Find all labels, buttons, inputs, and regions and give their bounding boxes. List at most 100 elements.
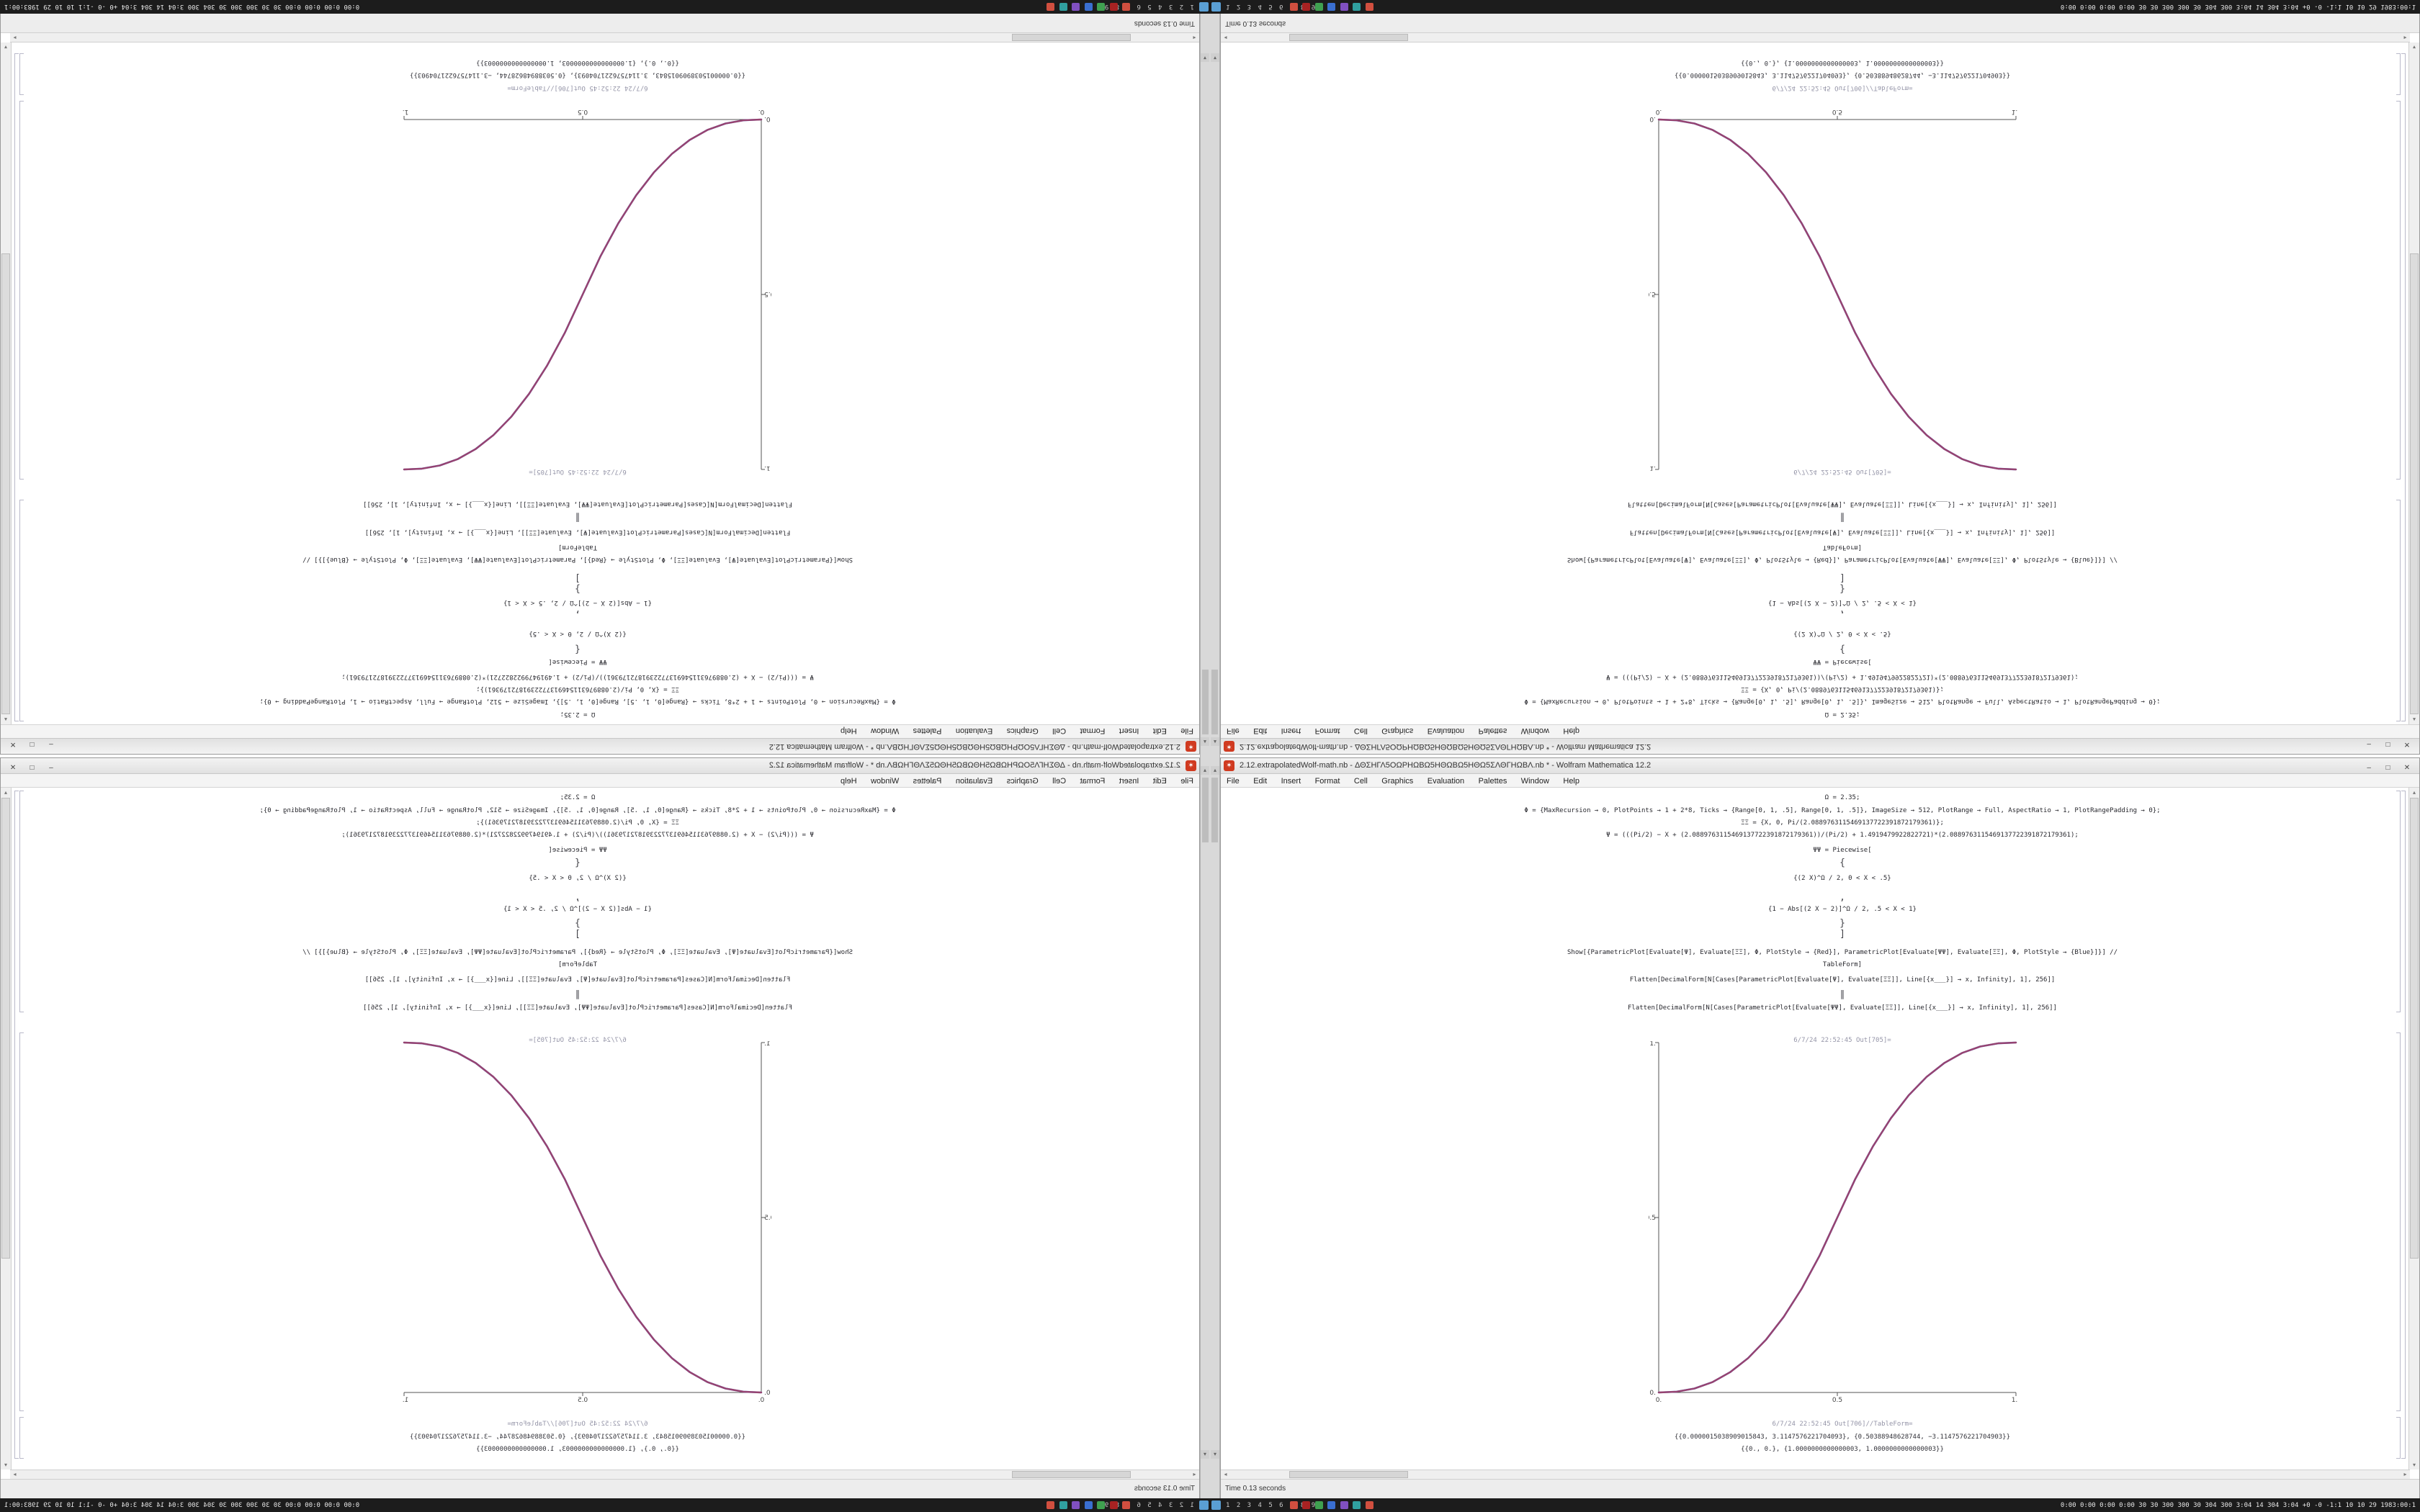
menu-file[interactable]: File	[1180, 726, 1193, 735]
scroll-up-icon[interactable]: ▴	[4, 716, 8, 723]
cell-bracket-out705[interactable]	[19, 1032, 24, 1411]
window-titlebar[interactable]: ✶ 2.12.extrapolatedWolf-math.nb - ΔΘΣΗΓΛ…	[1221, 758, 2419, 774]
menu-cell[interactable]: Cell	[1353, 777, 1368, 786]
menu-evaluation[interactable]: Evaluation	[955, 726, 993, 735]
menu-cell[interactable]: Cell	[1052, 777, 1067, 786]
tray-icon-6[interactable]	[1353, 1501, 1361, 1509]
close-button[interactable]: ✕	[9, 740, 17, 748]
maximize-button[interactable]: □	[30, 764, 35, 772]
horizontal-scrollbar[interactable]: ◂ ▸	[10, 33, 1199, 42]
cell-bracket-out706[interactable]	[19, 53, 24, 95]
menu-palettes[interactable]: Palettes	[913, 777, 942, 786]
cell-bracket-out706[interactable]	[19, 1417, 24, 1459]
menu-window[interactable]: Window	[871, 726, 900, 735]
vertical-scrollbar[interactable]: ▴ ▾	[1, 788, 12, 1470]
tray-icon-1[interactable]	[1122, 3, 1130, 11]
scroll-up-icon[interactable]: ▴	[2412, 716, 2416, 723]
menu-window[interactable]: Window	[1520, 726, 1549, 735]
menu-graphics[interactable]: Graphics	[1381, 726, 1414, 735]
menu-edit[interactable]: Edit	[1152, 777, 1167, 786]
horizontal-scrollbar[interactable]: ◂ ▸	[10, 1470, 1199, 1479]
scroll-down-icon[interactable]: ▾	[2412, 1462, 2416, 1468]
menu-graphics[interactable]: Graphics	[1006, 777, 1039, 786]
workspace-tags[interactable]: 1 2 3 4 5 6 7 8 9	[1226, 1502, 1317, 1509]
cell-bracket-out705[interactable]	[2396, 1032, 2401, 1411]
cell-group-bracket[interactable]	[2401, 53, 2406, 721]
menu-file[interactable]: File	[1227, 726, 1240, 735]
tray-icon-3[interactable]	[1097, 1501, 1106, 1509]
menu-window[interactable]: Window	[1520, 777, 1549, 786]
vertical-scrollbar-thumb[interactable]	[2410, 253, 2419, 714]
start-icon[interactable]	[1199, 2, 1209, 12]
menu-format[interactable]: Format	[1314, 726, 1340, 735]
scroll-down-icon[interactable]: ▾	[4, 1462, 8, 1468]
minimize-button[interactable]: –	[49, 764, 53, 772]
tray-icon-6[interactable]	[1059, 3, 1067, 11]
tray-icon-4[interactable]	[1084, 1501, 1093, 1509]
window-titlebar[interactable]: ✶ 2.12.extrapolatedWolf-math.nb - ΔΘΣΗΓΛ…	[1, 758, 1199, 774]
menu-graphics[interactable]: Graphics	[1006, 726, 1039, 735]
tray-icon-2[interactable]	[1109, 3, 1118, 11]
close-button[interactable]: ✕	[2403, 740, 2411, 748]
scroll-right-icon[interactable]: ▸	[13, 1471, 17, 1477]
notebook-area[interactable]: Ω = 2.35; Φ = {MaxRecursion → 0, PlotPoi…	[11, 788, 1199, 1470]
background-window-scrollbar[interactable]: ▴ ▾	[1210, 14, 1220, 756]
menu-evaluation[interactable]: Evaluation	[955, 777, 993, 786]
scroll-down-icon[interactable]: ▾	[1211, 1450, 1219, 1459]
scroll-left-icon[interactable]: ◂	[1224, 1471, 1227, 1477]
menu-edit[interactable]: Edit	[1152, 726, 1167, 735]
menu-insert[interactable]: Insert	[1281, 726, 1301, 735]
scroll-right-icon[interactable]: ▸	[2403, 35, 2407, 41]
scroll-down-icon[interactable]: ▾	[2412, 44, 2416, 50]
scroll-down-icon[interactable]: ▾	[4, 44, 8, 50]
cell-bracket-out706[interactable]	[2396, 53, 2401, 95]
scroll-up-icon[interactable]: ▴	[1201, 766, 1209, 775]
menu-insert[interactable]: Insert	[1281, 777, 1301, 786]
tray-icon-1[interactable]	[1122, 1501, 1130, 1509]
menu-help[interactable]: Help	[1563, 726, 1579, 735]
tray-icon-7[interactable]	[1047, 3, 1055, 11]
cell-bracket-input[interactable]	[19, 791, 24, 1012]
background-window-scrollbar[interactable]: ▴ ▾	[1200, 14, 1210, 756]
tray-icon-4[interactable]	[1327, 1501, 1336, 1509]
tray-icon-4[interactable]	[1084, 3, 1093, 11]
minimize-button[interactable]: –	[2367, 764, 2371, 772]
horizontal-scrollbar-thumb[interactable]	[1289, 1471, 1408, 1478]
menu-format[interactable]: Format	[1080, 777, 1106, 786]
horizontal-scrollbar-thumb[interactable]	[1289, 34, 1408, 41]
tray-icon-2[interactable]	[1302, 3, 1311, 11]
scroll-left-icon[interactable]: ◂	[1193, 35, 1196, 41]
menu-insert[interactable]: Insert	[1119, 777, 1139, 786]
maximize-button[interactable]: □	[30, 740, 35, 748]
tray-icon-5[interactable]	[1340, 3, 1348, 11]
scroll-right-icon[interactable]: ▸	[2403, 1471, 2407, 1477]
notebook-area[interactable]: Ω = 2.35; Φ = {MaxRecursion → 0, PlotPoi…	[11, 42, 1199, 724]
start-icon[interactable]	[1199, 1500, 1209, 1510]
tray-icon-7[interactable]	[1047, 1501, 1055, 1509]
tray-icon-2[interactable]	[1109, 1501, 1118, 1509]
cell-group-bracket[interactable]	[14, 791, 19, 1459]
start-icon[interactable]	[1211, 2, 1221, 12]
tray-icon-7[interactable]	[1365, 3, 1373, 11]
window-titlebar[interactable]: ✶ 2.12.extrapolatedWolf-math.nb - ΔΘΣΗΓΛ…	[1, 738, 1199, 754]
scroll-right-icon[interactable]: ▸	[13, 35, 17, 41]
horizontal-scrollbar[interactable]: ◂ ▸	[1221, 33, 2410, 42]
menu-edit[interactable]: Edit	[1253, 726, 1268, 735]
tray-icon-1[interactable]	[1290, 1501, 1298, 1509]
close-button[interactable]: ✕	[2403, 764, 2411, 772]
menu-evaluation[interactable]: Evaluation	[1427, 726, 1465, 735]
start-icon[interactable]	[1211, 1500, 1221, 1510]
menu-palettes[interactable]: Palettes	[913, 726, 942, 735]
cell-group-bracket[interactable]	[2401, 791, 2406, 1459]
scroll-left-icon[interactable]: ◂	[1224, 35, 1227, 41]
menu-help[interactable]: Help	[841, 726, 857, 735]
tray-icon-5[interactable]	[1072, 3, 1080, 11]
tray-icon-3[interactable]	[1314, 1501, 1323, 1509]
menu-file[interactable]: File	[1180, 777, 1193, 786]
scrollbar-thumb[interactable]	[1202, 670, 1209, 734]
vertical-scrollbar-thumb[interactable]	[1, 253, 10, 714]
cell-bracket-input[interactable]	[19, 500, 24, 721]
vertical-scrollbar[interactable]: ▴ ▾	[1, 42, 12, 724]
menu-cell[interactable]: Cell	[1052, 726, 1067, 735]
cell-bracket-input[interactable]	[2396, 791, 2401, 1012]
